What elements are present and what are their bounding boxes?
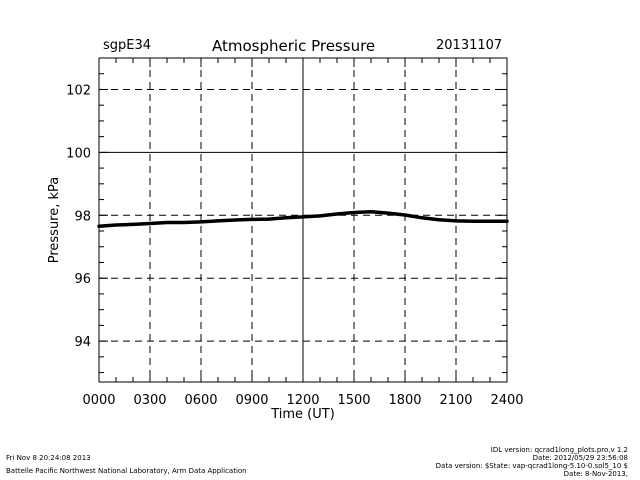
y-tick-label: 100: [66, 146, 91, 161]
x-tick-label: 1200: [286, 393, 319, 408]
y-tick-label: 98: [74, 209, 91, 224]
x-tick-label: 2100: [439, 393, 472, 408]
x-tick-label: 1500: [337, 393, 370, 408]
tick-labels: 0000 0300 0600 0900 1200 1500 1800 2100 2400 94 96…: [66, 83, 523, 408]
chart-title: Atmospheric Pressure: [212, 37, 376, 55]
x-tick-label: 0600: [184, 393, 217, 408]
pressure-series-line: [97, 210, 509, 229]
x-axis-label: Time (UT): [270, 407, 335, 422]
footer-institution: Battelle Pacific Northwest National Labo…: [6, 467, 247, 475]
x-tick-label: 0900: [235, 393, 268, 408]
site-label: sgpE34: [103, 38, 152, 53]
series-layer: [97, 210, 509, 229]
x-tick-label: 2400: [490, 393, 523, 408]
y-tick-label: 96: [74, 272, 91, 287]
y-tick-label: 102: [66, 83, 91, 98]
footer-idl-date: Date: 2012/05/29 23:56:08: [532, 454, 628, 462]
footer-idl-version: IDL version: qcrad1long_plots.pro,v 1.2: [490, 446, 628, 454]
plot-frame: [98, 57, 508, 383]
x-tick-label: 1800: [388, 393, 421, 408]
footer-data-version: Data version: $State: vap-qcrad1long-5.1…: [435, 462, 628, 470]
footer-data-date: Date: 8-Nov-2013,: [563, 470, 628, 478]
y-axis-label: Pressure, kPa: [47, 177, 62, 264]
x-tick-label: 0300: [133, 393, 166, 408]
y-tick-label: 94: [74, 335, 91, 350]
x-tick-label: 0000: [82, 393, 115, 408]
footer-timestamp: Fri Nov 8 20:24:08 2013: [6, 454, 91, 462]
date-label: 20131107: [436, 38, 503, 53]
